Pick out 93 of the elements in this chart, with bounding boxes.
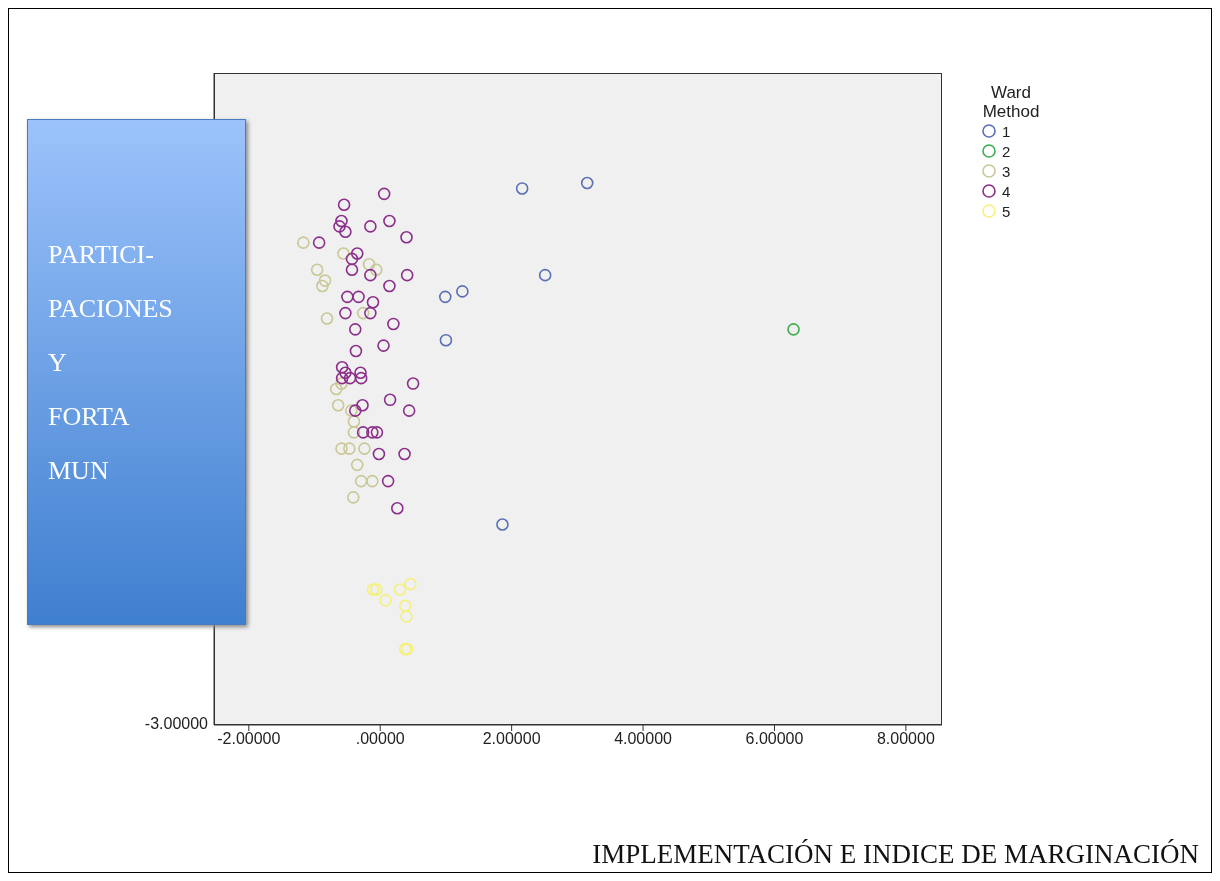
legend-title: Ward Method — [981, 83, 1041, 121]
point — [538, 268, 552, 282]
point — [364, 306, 377, 320]
point — [297, 236, 310, 249]
point — [354, 474, 368, 488]
point — [383, 393, 397, 407]
point — [580, 176, 594, 190]
point — [366, 474, 379, 488]
legend-label: 2 — [1002, 142, 1011, 160]
point — [406, 377, 420, 390]
point — [370, 426, 384, 439]
point — [356, 398, 369, 412]
point — [352, 290, 365, 304]
gradient-label-panel: PARTICI- PACIONES Y FORTA MUN — [27, 119, 246, 625]
point — [398, 447, 411, 461]
point — [339, 366, 352, 380]
point — [400, 268, 414, 282]
point — [354, 366, 367, 380]
point — [787, 323, 800, 336]
point — [345, 252, 359, 266]
point — [347, 415, 361, 428]
point — [391, 501, 404, 515]
point — [343, 442, 356, 455]
point — [383, 279, 396, 293]
point — [335, 371, 349, 385]
point — [335, 442, 348, 455]
point — [343, 371, 357, 385]
x-tick-label: 4.00000 — [614, 730, 673, 748]
point — [364, 220, 377, 233]
point — [402, 404, 416, 417]
point — [356, 426, 370, 439]
point — [348, 323, 362, 336]
point — [496, 518, 509, 531]
x-tick-label: 6.00000 — [745, 730, 804, 748]
point — [335, 214, 348, 228]
point — [438, 290, 452, 304]
point — [320, 312, 334, 325]
point — [358, 442, 371, 455]
point — [366, 295, 380, 309]
point — [348, 404, 362, 417]
point — [383, 214, 396, 228]
point — [316, 279, 329, 293]
legend-label: 4 — [1002, 182, 1011, 200]
point — [354, 371, 368, 385]
point — [341, 290, 354, 304]
point — [335, 377, 348, 390]
x-tick-label: 8.00000 — [876, 730, 935, 748]
legend-label: 1 — [1002, 122, 1011, 140]
point — [337, 247, 350, 260]
x-tick-label: -2.00000 — [217, 730, 281, 748]
point — [339, 306, 352, 320]
point — [333, 220, 346, 233]
point — [362, 258, 376, 271]
point — [335, 360, 349, 374]
point — [439, 333, 453, 347]
point — [400, 610, 413, 623]
point — [350, 247, 364, 260]
point — [400, 230, 413, 244]
point — [379, 594, 392, 607]
point — [346, 491, 360, 504]
x-tick-label: 2.00000 — [482, 730, 541, 748]
point — [337, 198, 351, 211]
point — [515, 182, 529, 195]
point — [456, 285, 469, 298]
legend-label: 5 — [1002, 202, 1011, 220]
legend-label: 3 — [1002, 162, 1011, 180]
point — [345, 263, 359, 277]
x-tick-label: .00000 — [355, 730, 405, 748]
point — [398, 599, 412, 613]
point — [364, 268, 377, 282]
point — [339, 225, 352, 239]
point — [377, 339, 390, 352]
x-axis-title: IMPLEMENTACIÓN E INDICE DE MARGINACIÓN — [592, 839, 1199, 870]
y-axis-title: PARTICI- PACIONES Y FORTA MUN — [48, 240, 174, 487]
point — [387, 317, 400, 331]
point — [369, 263, 383, 277]
point — [349, 344, 363, 358]
point — [356, 306, 370, 320]
point — [393, 583, 407, 596]
point — [404, 577, 417, 591]
point — [312, 236, 326, 249]
point — [366, 426, 379, 439]
point — [310, 263, 324, 277]
point — [377, 187, 391, 201]
text: -3.00000 — [143, 715, 208, 733]
point — [318, 274, 332, 287]
point — [345, 404, 358, 417]
point — [329, 382, 343, 396]
point — [331, 398, 345, 412]
point — [350, 458, 364, 472]
point — [347, 426, 361, 439]
point — [372, 447, 386, 461]
point — [381, 474, 395, 488]
